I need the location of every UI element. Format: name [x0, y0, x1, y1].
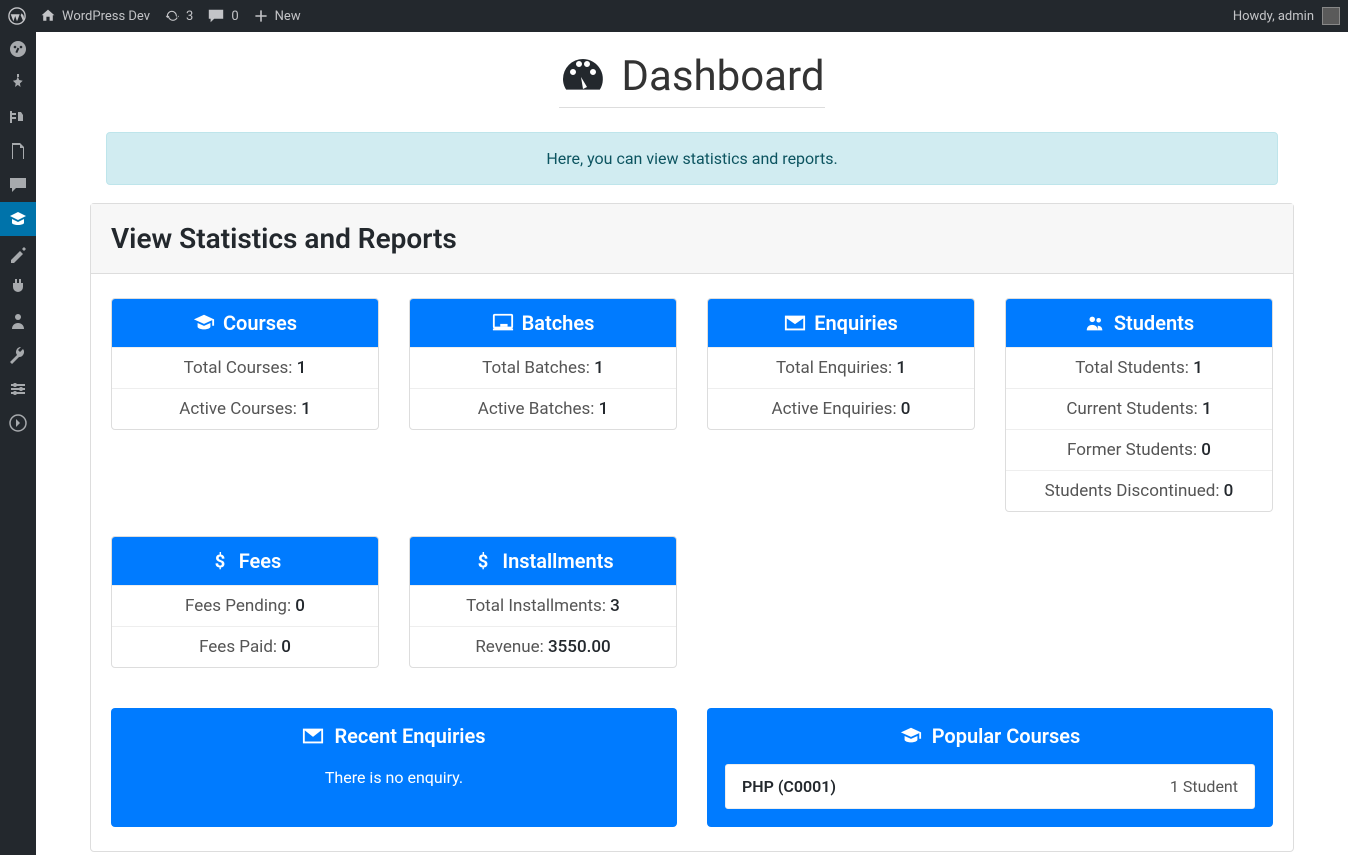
stat-row: Total Students: 1 [1006, 347, 1272, 388]
menu-settings[interactable] [0, 372, 36, 406]
wide-cards-row: Recent Enquiries There is no enquiry. Po… [91, 668, 1293, 851]
svg-text:$: $ [478, 551, 489, 572]
card-batches-title: Batches [522, 311, 595, 335]
section-title: View Statistics and Reports [111, 222, 1273, 255]
site-name-label: WordPress Dev [62, 9, 150, 24]
page-title-text: Dashboard [621, 52, 824, 101]
popular-courses-title: Popular Courses [932, 724, 1081, 748]
content-wrap: Dashboard Here, you can view statistics … [36, 32, 1348, 855]
howdy-label: Howdy, admin [1233, 9, 1314, 24]
graduation-cap-icon [193, 312, 215, 334]
menu-pages[interactable] [0, 134, 36, 168]
menu-posts[interactable] [0, 66, 36, 100]
card-courses: Courses Total Courses: 1 Active Courses:… [111, 298, 379, 430]
menu-collapse[interactable] [0, 406, 36, 440]
dashboard-icon [559, 53, 607, 101]
stat-row: Total Batches: 1 [410, 347, 676, 388]
card-students: Students Total Students: 1 Current Stude… [1005, 298, 1273, 512]
menu-dashboard[interactable] [0, 32, 36, 66]
new-content-link[interactable]: New [253, 8, 301, 24]
updates-count: 3 [186, 9, 193, 24]
recent-enquiries-title: Recent Enquiries [334, 724, 485, 748]
admin-bar: WordPress Dev 3 0 New Howdy, admin [0, 0, 1348, 32]
recent-enquiries-empty: There is no enquiry. [111, 764, 677, 805]
info-banner: Here, you can view statistics and report… [106, 132, 1278, 185]
cards-row-2: $ Fees Fees Pending: 0 Fees Paid: 0 $ In… [91, 512, 1293, 668]
page-title: Dashboard [559, 52, 824, 108]
cards-row-1: Courses Total Courses: 1 Active Courses:… [91, 274, 1293, 512]
updates-link[interactable]: 3 [164, 8, 193, 24]
menu-tools[interactable] [0, 338, 36, 372]
users-icon [1084, 312, 1106, 334]
comments-count: 0 [231, 9, 238, 24]
site-name-link[interactable]: WordPress Dev [40, 8, 150, 24]
menu-plugins[interactable] [0, 270, 36, 304]
menu-comments[interactable] [0, 168, 36, 202]
card-recent-enquiries: Recent Enquiries There is no enquiry. [111, 708, 677, 827]
stat-row: Current Students: 1 [1006, 388, 1272, 429]
course-name: PHP (C0001) [742, 777, 836, 796]
menu-media[interactable] [0, 100, 36, 134]
menu-institute[interactable] [0, 202, 36, 236]
course-student-count: 1 Student [1170, 777, 1238, 796]
envelope-icon [302, 725, 324, 747]
dollar-icon: $ [209, 550, 231, 572]
card-students-title: Students [1114, 311, 1194, 335]
stat-row: Revenue: 3550.00 [410, 626, 676, 667]
dollar-icon: $ [472, 550, 494, 572]
wp-logo-menu[interactable] [8, 7, 26, 25]
stat-row: Former Students: 0 [1006, 429, 1272, 470]
card-installments: $ Installments Total Installments: 3 Rev… [409, 536, 677, 668]
my-account-link[interactable]: Howdy, admin [1233, 7, 1340, 25]
admin-menu [0, 32, 36, 855]
stat-row: Total Enquiries: 1 [708, 347, 974, 388]
stat-row: Active Courses: 1 [112, 388, 378, 429]
card-popular-courses: Popular Courses PHP (C0001) 1 Student [707, 708, 1273, 827]
new-label: New [275, 9, 301, 24]
card-fees: $ Fees Fees Pending: 0 Fees Paid: 0 [111, 536, 379, 668]
avatar [1322, 7, 1340, 25]
stat-row: Students Discontinued: 0 [1006, 470, 1272, 511]
stat-row: Fees Paid: 0 [112, 626, 378, 667]
stats-panel: View Statistics and Reports Courses Tota… [90, 203, 1294, 852]
stat-row: Active Batches: 1 [410, 388, 676, 429]
svg-text:$: $ [214, 551, 225, 572]
comments-link[interactable]: 0 [207, 7, 238, 25]
chalkboard-icon [492, 312, 514, 334]
stat-row: Active Enquiries: 0 [708, 388, 974, 429]
card-enquiries-title: Enquiries [814, 311, 898, 335]
popular-course-row: PHP (C0001) 1 Student [726, 765, 1254, 808]
card-enquiries: Enquiries Total Enquiries: 1 Active Enqu… [707, 298, 975, 430]
menu-users[interactable] [0, 304, 36, 338]
card-batches: Batches Total Batches: 1 Active Batches:… [409, 298, 677, 430]
card-installments-title: Installments [502, 549, 613, 573]
stat-row: Fees Pending: 0 [112, 585, 378, 626]
stat-row: Total Installments: 3 [410, 585, 676, 626]
menu-appearance[interactable] [0, 236, 36, 270]
card-fees-title: Fees [239, 549, 282, 573]
card-courses-title: Courses [223, 311, 297, 335]
stat-row: Total Courses: 1 [112, 347, 378, 388]
envelope-icon [784, 312, 806, 334]
graduation-cap-icon [900, 725, 922, 747]
